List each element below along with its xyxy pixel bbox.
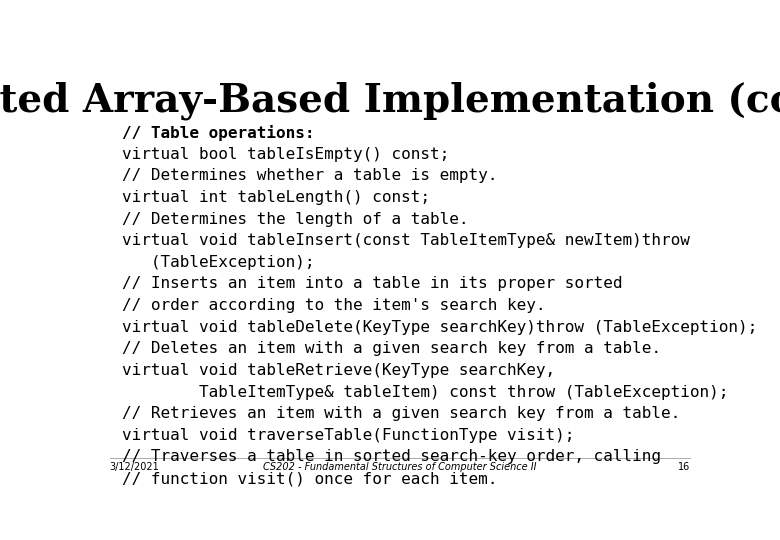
Text: virtual void traverseTable(FunctionType visit);: virtual void traverseTable(FunctionType … bbox=[122, 428, 574, 443]
Text: // Retrieves an item with a given search key from a table.: // Retrieves an item with a given search… bbox=[122, 406, 680, 421]
Text: virtual int tableLength() const;: virtual int tableLength() const; bbox=[122, 190, 430, 205]
Text: // Determines whether a table is empty.: // Determines whether a table is empty. bbox=[122, 168, 497, 184]
Text: // Traverses a table in sorted search-key order, calling: // Traverses a table in sorted search-ke… bbox=[122, 449, 661, 464]
Text: 16: 16 bbox=[678, 462, 690, 472]
Text: // Inserts an item into a table in its proper sorted: // Inserts an item into a table in its p… bbox=[122, 276, 622, 292]
Text: virtual void tableRetrieve(KeyType searchKey,: virtual void tableRetrieve(KeyType searc… bbox=[122, 363, 555, 378]
Text: Sorted Array-Based Implementation (cont.): Sorted Array-Based Implementation (cont.… bbox=[0, 82, 780, 120]
Text: // function visit() once for each item.: // function visit() once for each item. bbox=[122, 471, 497, 486]
Text: virtual void tableInsert(const TableItemType& newItem)throw: virtual void tableInsert(const TableItem… bbox=[122, 233, 690, 248]
Text: // order according to the item's search key.: // order according to the item's search … bbox=[122, 298, 545, 313]
Text: 3/12/2021: 3/12/2021 bbox=[109, 462, 159, 472]
Text: virtual void tableDelete(KeyType searchKey)throw (TableException);: virtual void tableDelete(KeyType searchK… bbox=[122, 320, 757, 335]
Text: // Determines the length of a table.: // Determines the length of a table. bbox=[122, 212, 468, 227]
Text: // Table operations:: // Table operations: bbox=[122, 125, 314, 141]
Text: CS202 - Fundamental Structures of Computer Science II: CS202 - Fundamental Structures of Comput… bbox=[263, 462, 537, 472]
Text: (TableException);: (TableException); bbox=[122, 255, 314, 270]
Text: virtual bool tableIsEmpty() const;: virtual bool tableIsEmpty() const; bbox=[122, 147, 449, 161]
Text: TableItemType& tableItem) const throw (TableException);: TableItemType& tableItem) const throw (T… bbox=[122, 384, 728, 400]
Text: // Deletes an item with a given search key from a table.: // Deletes an item with a given search k… bbox=[122, 341, 661, 356]
